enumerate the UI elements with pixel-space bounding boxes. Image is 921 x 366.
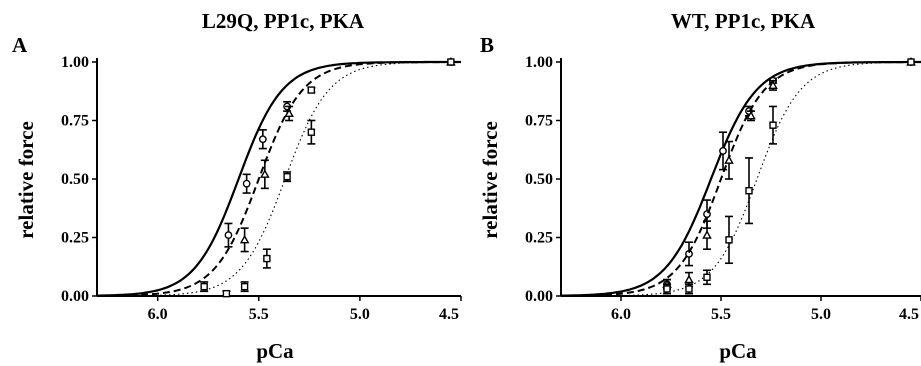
panel-a-point-dashed (239, 234, 250, 244)
panel-a-curve-dashed (96, 61, 461, 297)
panel-a-label: A (12, 33, 28, 57)
panel-a-ytick-label: 0.75 (61, 113, 89, 130)
panel-b-point-dotted (725, 236, 733, 244)
panel-a-xtick-label: 4.5 (439, 306, 459, 323)
panel-a-point-dotted (222, 289, 231, 298)
panel-b-ytick-label: 1.00 (525, 54, 553, 71)
panel-b-point-dashed (746, 110, 756, 120)
panel-b-point-dashed (768, 80, 778, 89)
panel-a-point-dotted (200, 282, 208, 291)
panel-b-ytick-label: 0.50 (525, 171, 553, 188)
panel-a-ylabel: relative force (14, 121, 38, 239)
panel-a-ticks: 0.00 0.25 0.50 0.75 1.00 6.0 5.5 5.0 4.5 (61, 54, 462, 323)
panel-b-point-dotted (703, 273, 711, 281)
panel-b-xtick-label: 5.0 (811, 306, 831, 323)
panel-a-point-dotted (307, 128, 316, 136)
panel-a: L29Q, PP1c, PKA A relative force pCa 0.0… (12, 9, 462, 363)
panel-b-xtick-label: 4.5 (899, 306, 919, 323)
panel-b-point-dashed (724, 155, 734, 164)
panel-b-ytick-label: 0.25 (525, 230, 553, 247)
panel-b: WT, PP1c, PKA B relative force pCa 0.000… (478, 9, 921, 363)
panel-b-point-solid (719, 147, 727, 155)
panel-a-xtick-label: 6.0 (148, 306, 168, 323)
panel-b-xtick-label: 6.0 (611, 306, 631, 323)
panel-b-curve-solid (560, 60, 921, 297)
panel-a-point-dashed (284, 108, 294, 118)
panel-b-point-dashed (702, 230, 712, 239)
panel-b-plot (560, 56, 921, 297)
panel-b-point-dotted (769, 121, 777, 129)
panel-a-ytick-label: 0.00 (61, 288, 89, 305)
panel-a-curve-solid (97, 60, 461, 297)
panel-b-label: B (480, 33, 494, 57)
panel-a-point-dotted (263, 254, 271, 263)
panel-a-ytick-label: 0.25 (61, 230, 89, 247)
panel-a-xtick-label: 5.0 (350, 306, 370, 323)
panel-a-xlabel: pCa (256, 339, 294, 363)
panel-b-curve-dotted (561, 61, 921, 297)
panel-b-point-dashed (684, 274, 694, 284)
panel-b-ytick-label: 0.75 (525, 113, 553, 130)
panel-a-point-dotted (240, 282, 249, 291)
panel-a-ytick-label: 1.00 (61, 54, 89, 71)
panel-b-xtick-label: 5.5 (711, 306, 731, 323)
panel-a-point-dotted (307, 86, 316, 94)
panel-a-title: L29Q, PP1c, PKA (202, 9, 365, 33)
panel-b-point-dotted (685, 285, 693, 293)
panel-b-curve-dashed (560, 61, 921, 297)
panel-b-title: WT, PP1c, PKA (671, 9, 816, 33)
panel-a-point-solid (242, 179, 251, 188)
panel-a-point-dashed (260, 169, 270, 178)
panel-b-point-dotted (907, 58, 915, 66)
panel-a-curve-dotted (96, 61, 461, 297)
panel-a-plot (96, 56, 461, 298)
panel-a-point-dotted (283, 172, 291, 181)
panel-b-xlabel: pCa (719, 339, 757, 363)
panel-b-ylabel: relative force (478, 121, 502, 239)
panel-b-point-dotted (663, 285, 671, 293)
panel-a-ytick-label: 0.50 (61, 171, 89, 188)
panel-b-ticks: 0.00 0.25 0.50 0.75 1.00 6.0 5.5 5.0 4.5 (525, 54, 921, 323)
panel-a-point-solid (224, 231, 233, 240)
panel-a-point-dotted (447, 58, 455, 66)
panel-b-ytick-label: 0.00 (525, 288, 553, 305)
panel-a-xtick-label: 5.5 (249, 306, 269, 323)
panel-b-point-dotted (745, 186, 753, 195)
panel-a-point-solid (258, 135, 267, 144)
